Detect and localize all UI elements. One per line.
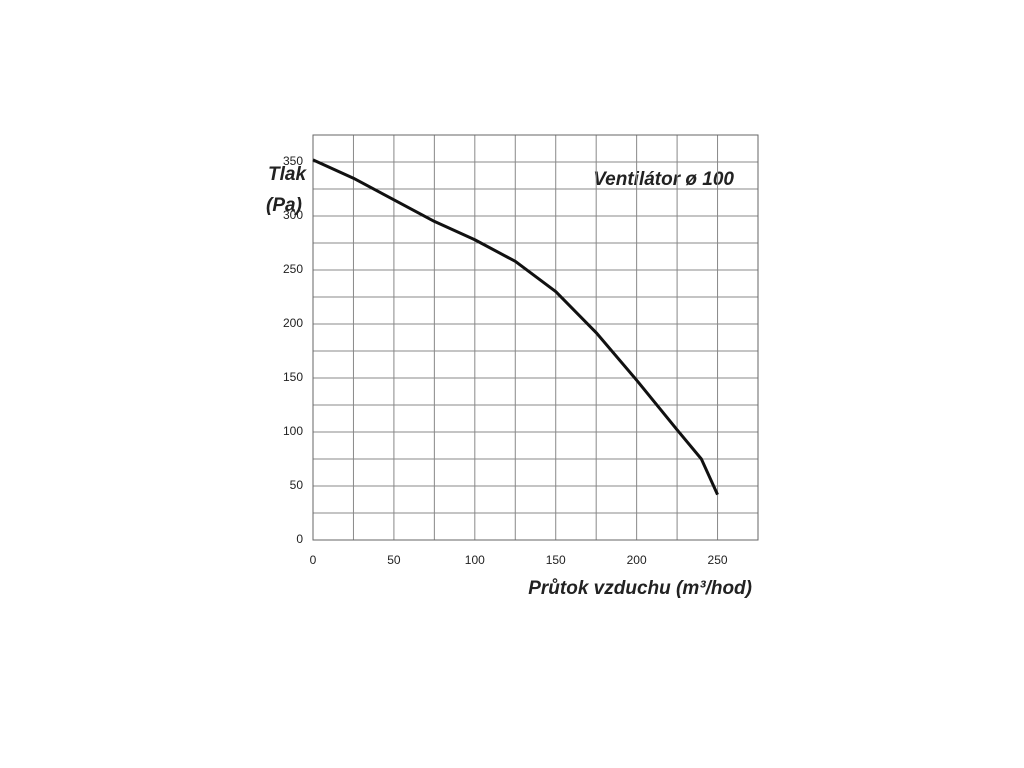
y-tick-label: 350 xyxy=(283,154,303,168)
y-axis-label: Tlak xyxy=(268,164,307,185)
x-tick-label: 250 xyxy=(708,553,728,567)
y-tick-label: 300 xyxy=(283,208,303,222)
y-tick-label: 200 xyxy=(283,316,303,330)
y-axis-label: (Pa) xyxy=(266,195,302,216)
data-line xyxy=(312,158,719,496)
x-tick-label: 0 xyxy=(310,553,317,567)
x-tick-label: 150 xyxy=(546,553,566,567)
y-tick-label: 250 xyxy=(283,262,303,276)
y-tick-label: 50 xyxy=(290,478,304,492)
x-tick-label: 50 xyxy=(387,553,401,567)
y-tick-label: 0 xyxy=(296,532,303,546)
x-tick-label: 100 xyxy=(465,553,485,567)
x-axis-label: Průtok vzduchu (m³/hod) xyxy=(528,578,752,599)
y-tick-label: 150 xyxy=(283,370,303,384)
y-tick-label: 100 xyxy=(283,424,303,438)
plot-frame xyxy=(312,134,759,541)
x-tick-label: 200 xyxy=(627,553,647,567)
chart-title: Ventilátor ø 100 xyxy=(593,169,734,190)
